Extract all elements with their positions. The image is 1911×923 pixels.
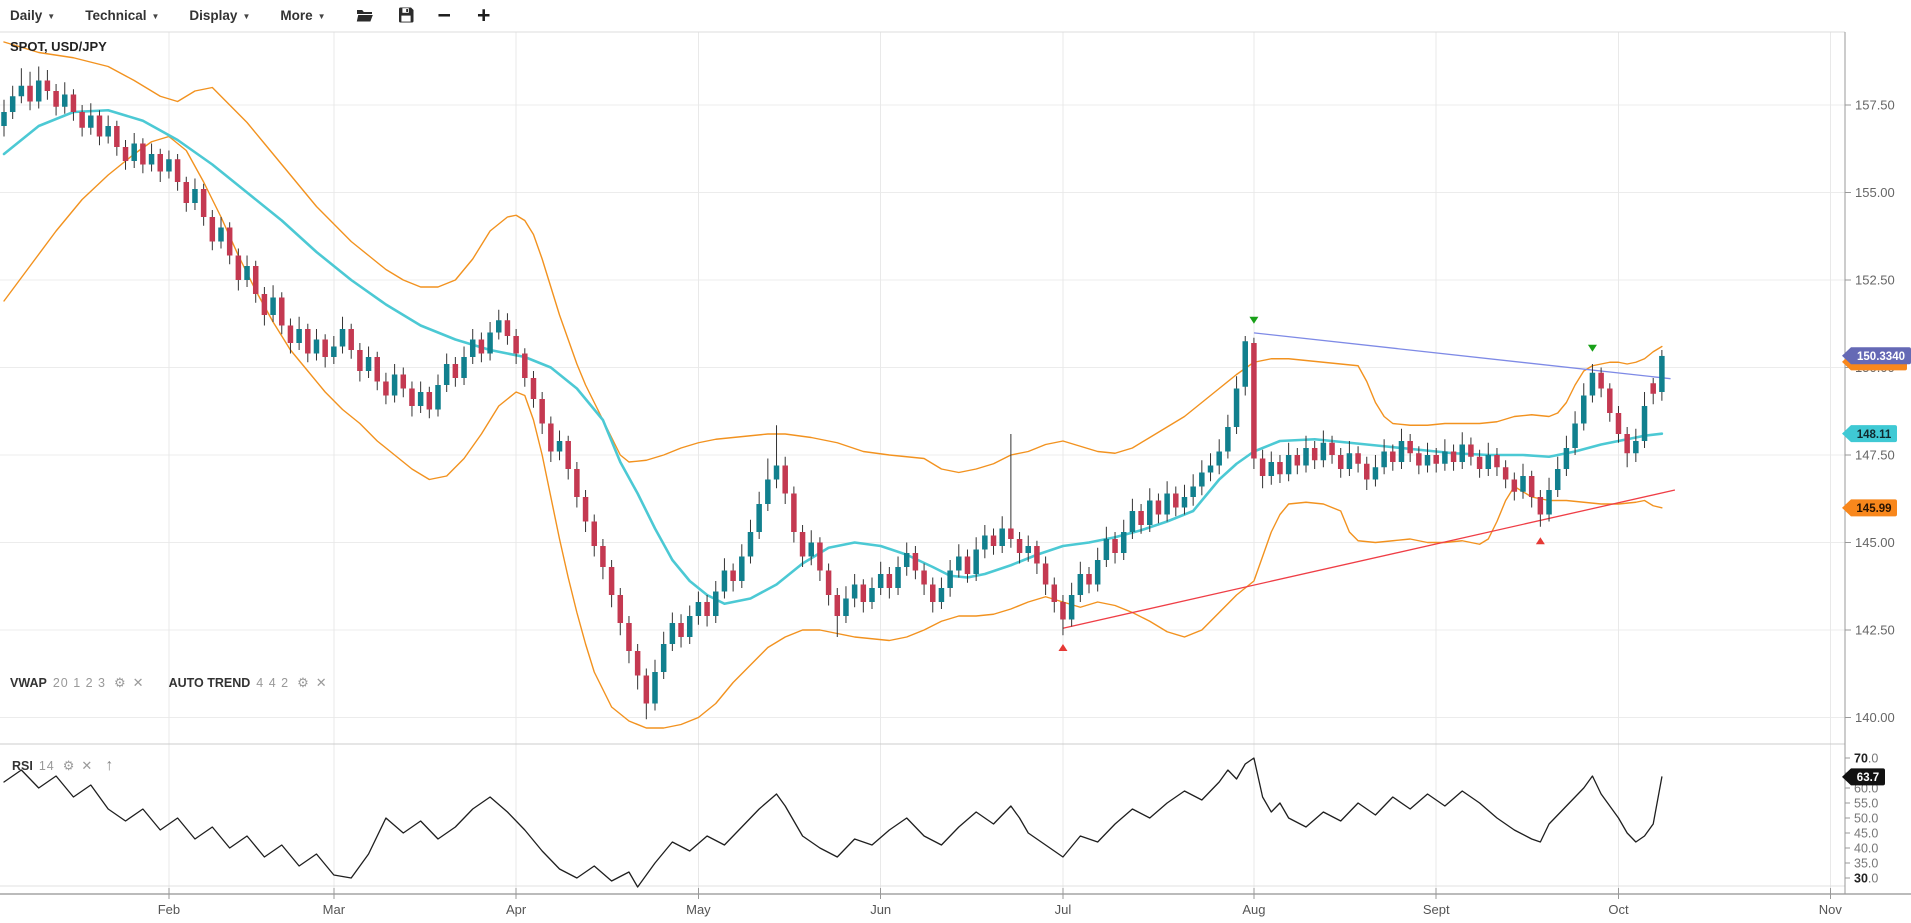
svg-text:Sept: Sept xyxy=(1423,902,1450,917)
chevron-down-icon: ▼ xyxy=(242,11,251,21)
svg-text:147.50: 147.50 xyxy=(1855,448,1895,463)
svg-text:30.0: 30.0 xyxy=(1854,872,1878,886)
gear-icon[interactable]: ⚙ xyxy=(114,675,126,690)
technical-menu[interactable]: Technical ▼ xyxy=(85,8,159,23)
zoom-in-icon[interactable]: + xyxy=(476,2,491,28)
svg-text:157.50: 157.50 xyxy=(1855,98,1895,113)
technical-menu-label: Technical xyxy=(85,7,147,23)
save-icon[interactable] xyxy=(398,7,414,23)
svg-text:Nov: Nov xyxy=(1819,902,1843,917)
indicator-row-overlays: VWAP 20 1 2 3 ⚙ ✕ AUTO TREND 4 4 2 ⚙ ✕ xyxy=(10,675,334,691)
vwap-indicator-label: VWAP xyxy=(10,676,47,690)
chevron-down-icon: ▼ xyxy=(47,11,56,21)
svg-text:40.0: 40.0 xyxy=(1854,842,1878,856)
svg-text:145.99: 145.99 xyxy=(1856,503,1891,515)
svg-text:63.7: 63.7 xyxy=(1857,772,1879,784)
svg-text:148.11: 148.11 xyxy=(1857,429,1892,441)
close-icon[interactable]: ✕ xyxy=(315,675,327,690)
svg-text:152.50: 152.50 xyxy=(1855,273,1895,288)
auto-trend-indicator-label: AUTO TREND xyxy=(168,676,251,690)
toolbar: Daily ▼ Technical ▼ Display ▼ More ▼ xyxy=(0,0,1911,30)
chevron-down-icon: ▼ xyxy=(317,11,326,21)
move-pane-up-icon[interactable]: ↑ xyxy=(105,757,114,774)
svg-text:Mar: Mar xyxy=(323,902,346,917)
timeframe-menu-label: Daily xyxy=(10,7,43,23)
rsi-indicator-params: 14 xyxy=(38,759,55,773)
svg-text:35.0: 35.0 xyxy=(1854,857,1878,871)
close-icon[interactable]: ✕ xyxy=(81,758,93,773)
svg-text:Jun: Jun xyxy=(870,902,891,917)
svg-text:145.00: 145.00 xyxy=(1855,535,1895,550)
chart-canvas[interactable]: 157.50155.00152.50150.00147.50145.00142.… xyxy=(0,30,1911,923)
display-menu[interactable]: Display ▼ xyxy=(189,8,250,23)
zoom-out-icon[interactable]: − xyxy=(437,2,451,28)
last-price-badge: 150.3340 xyxy=(1842,347,1911,365)
svg-text:Apr: Apr xyxy=(506,902,527,917)
svg-text:45.0: 45.0 xyxy=(1854,827,1878,841)
gear-icon[interactable]: ⚙ xyxy=(62,758,75,773)
gear-icon[interactable]: ⚙ xyxy=(297,675,309,690)
display-menu-label: Display xyxy=(189,7,238,23)
svg-text:150.3340: 150.3340 xyxy=(1857,351,1905,363)
auto-trend-indicator-params: 4 4 2 xyxy=(256,676,290,690)
lower-band-badge: 145.99 xyxy=(1842,499,1897,517)
more-menu-label: More xyxy=(280,7,313,23)
chevron-down-icon: ▼ xyxy=(151,11,160,21)
close-icon[interactable]: ✕ xyxy=(132,675,144,690)
svg-text:70.0: 70.0 xyxy=(1854,752,1878,766)
svg-text:Aug: Aug xyxy=(1242,902,1265,917)
svg-text:55.0: 55.0 xyxy=(1854,797,1878,811)
svg-text:Jul: Jul xyxy=(1055,902,1072,917)
svg-text:155.00: 155.00 xyxy=(1855,185,1895,200)
svg-text:50.0: 50.0 xyxy=(1854,812,1878,826)
svg-text:140.00: 140.00 xyxy=(1855,710,1895,725)
more-menu[interactable]: More ▼ xyxy=(280,8,325,23)
svg-text:Feb: Feb xyxy=(158,902,180,917)
vwap-badge: 148.11 xyxy=(1842,425,1897,443)
svg-text:May: May xyxy=(686,902,711,917)
timeframe-menu[interactable]: Daily ▼ xyxy=(10,8,55,23)
indicator-row-rsi: RSI 14 ⚙ ✕ ↑ xyxy=(12,757,120,775)
open-folder-icon[interactable] xyxy=(356,8,374,23)
vwap-indicator-params: 20 1 2 3 xyxy=(52,676,106,690)
symbol-label: SPOT, USD/JPY xyxy=(10,39,107,54)
svg-text:142.50: 142.50 xyxy=(1855,623,1895,638)
rsi-value-badge: 63.7 xyxy=(1842,768,1885,786)
rsi-indicator-label: RSI xyxy=(12,759,33,773)
svg-text:Oct: Oct xyxy=(1608,902,1629,917)
